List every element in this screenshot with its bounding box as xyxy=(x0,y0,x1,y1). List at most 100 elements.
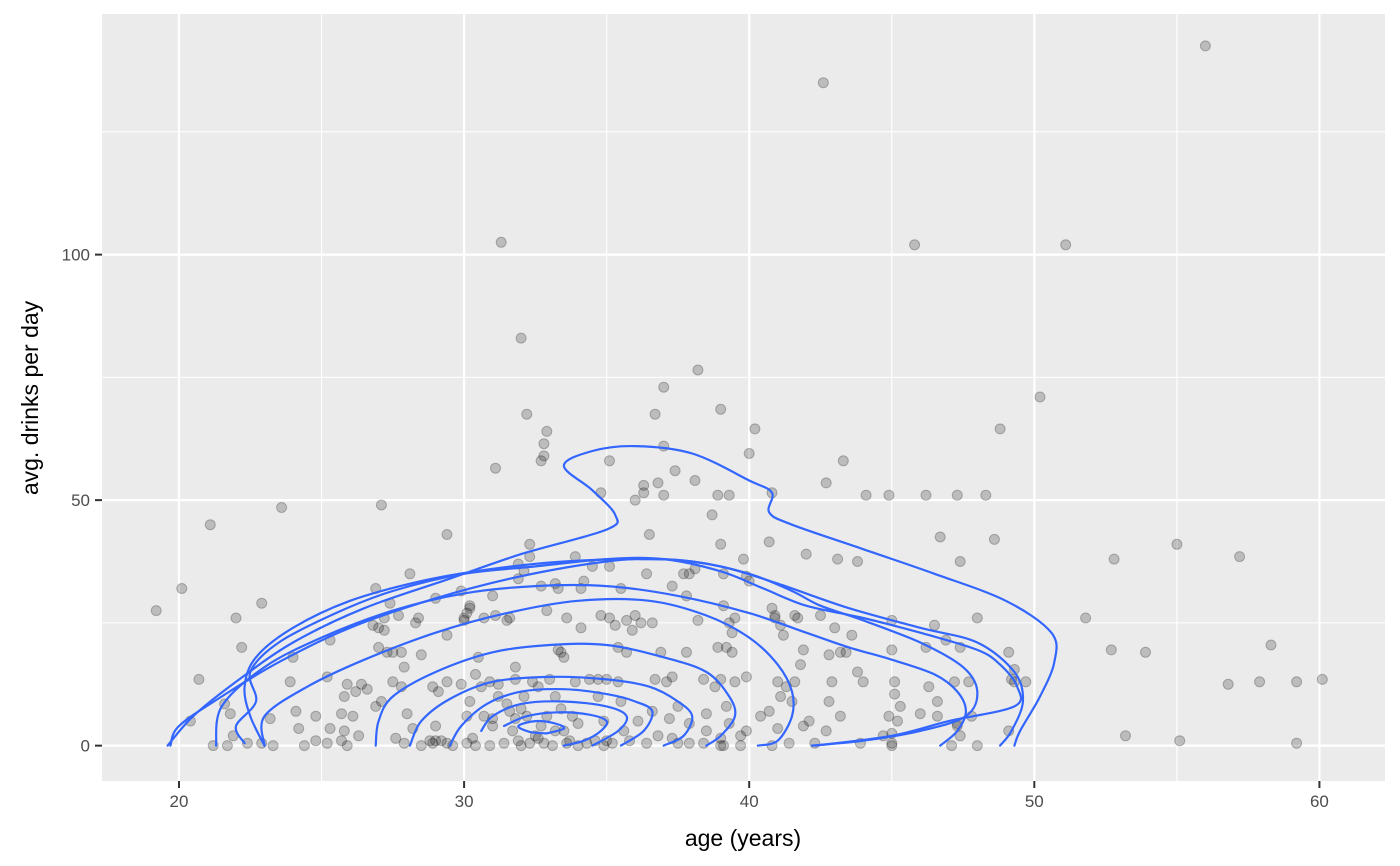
data-point xyxy=(954,556,966,567)
data-point xyxy=(541,605,553,617)
data-point xyxy=(310,735,322,747)
data-point xyxy=(698,737,710,749)
data-point xyxy=(832,553,844,565)
data-point xyxy=(509,661,521,673)
data-point xyxy=(535,455,547,467)
data-point xyxy=(797,644,809,656)
data-point xyxy=(373,622,385,634)
data-point xyxy=(795,659,806,671)
data-point xyxy=(1265,639,1277,651)
data-point xyxy=(504,612,516,624)
data-point xyxy=(649,673,661,685)
contour-line xyxy=(502,711,609,747)
data-point xyxy=(461,737,473,749)
data-point xyxy=(743,448,755,459)
contour-line xyxy=(166,444,1058,747)
data-point xyxy=(267,740,279,752)
data-point xyxy=(629,494,641,506)
data-point xyxy=(797,720,809,732)
data-point xyxy=(772,723,784,734)
data-point xyxy=(834,710,846,722)
x-tick-label: 30 xyxy=(455,792,474,811)
data-point xyxy=(538,438,550,450)
data-point xyxy=(755,710,767,722)
data-point xyxy=(1060,239,1072,251)
data-point xyxy=(401,708,413,720)
data-point xyxy=(464,600,476,612)
data-point xyxy=(949,676,960,688)
data-point xyxy=(487,720,499,732)
data-point xyxy=(994,423,1006,435)
data-point xyxy=(487,713,499,725)
data-point xyxy=(663,713,675,725)
data-point xyxy=(883,710,895,722)
data-point xyxy=(683,737,695,749)
data-point xyxy=(763,536,775,548)
data-point xyxy=(558,651,570,663)
y-tick-label: 0 xyxy=(81,737,90,756)
data-point xyxy=(524,538,536,550)
data-point xyxy=(398,661,410,673)
data-point xyxy=(435,735,447,747)
data-point xyxy=(361,683,373,695)
data-point xyxy=(726,646,738,658)
data-point xyxy=(541,425,553,437)
data-point xyxy=(490,462,501,474)
data-point xyxy=(712,641,724,653)
data-point xyxy=(683,568,695,580)
data-point xyxy=(441,676,453,688)
data-point xyxy=(643,529,655,540)
data-point xyxy=(846,629,858,641)
data-point xyxy=(971,612,983,624)
data-point xyxy=(626,624,638,636)
contour-line xyxy=(374,642,737,747)
data-point xyxy=(886,644,898,656)
data-point xyxy=(487,590,499,602)
data-point xyxy=(718,740,729,752)
data-point xyxy=(700,708,712,720)
data-point xyxy=(561,612,573,624)
data-point xyxy=(929,619,940,631)
data-point xyxy=(373,641,385,653)
data-point xyxy=(852,556,863,567)
data-point xyxy=(792,612,804,624)
data-point xyxy=(353,730,365,742)
data-point xyxy=(826,676,838,688)
data-point xyxy=(715,538,727,550)
data-point xyxy=(356,678,367,690)
data-point xyxy=(367,619,379,631)
data-point xyxy=(652,477,664,489)
data-point xyxy=(783,737,795,749)
data-point xyxy=(723,489,735,501)
data-point xyxy=(606,737,618,749)
data-point xyxy=(729,612,741,624)
x-axis-title: age (years) xyxy=(685,825,801,851)
data-point xyxy=(455,678,467,690)
data-point xyxy=(370,700,382,712)
data-point xyxy=(470,668,481,680)
data-point xyxy=(692,364,704,376)
data-point xyxy=(518,691,530,702)
data-point xyxy=(515,740,527,752)
data-point xyxy=(715,732,727,744)
data-point xyxy=(931,696,943,707)
data-point xyxy=(629,610,641,621)
data-point xyxy=(410,617,422,629)
data-point xyxy=(1291,676,1303,688)
data-point xyxy=(720,700,732,712)
data-point xyxy=(1291,737,1303,749)
data-point xyxy=(738,553,749,565)
contour-line xyxy=(480,700,629,747)
y-axis-title: avg. drinks per day xyxy=(17,300,43,495)
data-point xyxy=(398,737,410,749)
data-point xyxy=(777,629,789,641)
data-point xyxy=(498,737,510,749)
data-point xyxy=(823,696,835,707)
data-point xyxy=(661,676,672,688)
data-point xyxy=(658,381,670,393)
data-point xyxy=(729,676,741,688)
data-point xyxy=(221,740,233,752)
data-point xyxy=(954,730,966,742)
data-point xyxy=(837,455,849,467)
data-point xyxy=(638,479,650,491)
